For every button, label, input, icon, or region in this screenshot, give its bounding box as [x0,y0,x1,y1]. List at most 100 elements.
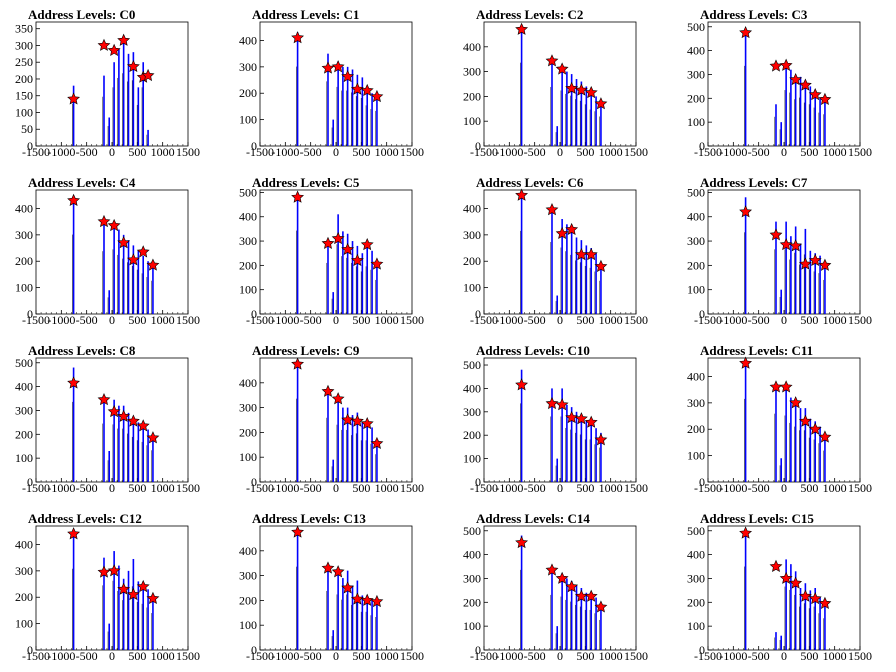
histogram-bar [570,229,573,314]
histogram-bar [785,66,787,146]
histogram-bar [122,405,125,482]
histogram-bar [780,289,783,314]
y-tick-label: 200 [239,258,257,272]
histogram-bar [127,412,130,482]
histogram-bar [799,588,802,650]
histogram-bar [152,597,154,650]
y-tick-label: 500 [463,358,481,372]
chart-panel: Address Levels: C12 0 100 200 300 400 -1500 -10… [0,504,224,672]
peak-marker [739,356,753,369]
x-tick-label: 1000 [375,145,399,159]
plot-frame [483,525,637,651]
histogram-bar [332,292,335,314]
y-tick-label: 100 [15,451,33,465]
chart-svg: Address Levels: C30100200300400500-1500-… [687,7,872,159]
histogram-bar [152,266,154,314]
x-tick-label: -1000 [47,313,75,327]
histogram-bar [551,61,553,146]
histogram-bar [794,402,797,482]
histogram-bar [122,42,125,146]
histogram-bar [366,422,369,482]
histogram-bar [744,31,747,147]
histogram-bar [327,390,329,482]
peak-marker [341,242,355,256]
x-tick-label: 1000 [599,313,623,327]
histogram-bar [561,388,563,482]
x-tick-label: -1500 [246,313,274,327]
peak-marker [818,596,832,609]
x-tick-label: 500 [800,649,818,663]
peak-marker [126,587,140,601]
histogram-bar [794,226,797,314]
y-tick-label: 300 [687,396,705,410]
histogram-bar [561,219,563,314]
peak-marker [321,61,335,74]
x-tick-label: -1000 [47,649,75,663]
y-tick-label: 100 [463,619,481,633]
peak-marker [126,253,140,266]
x-tick-label: -1500 [22,145,50,159]
peak-marker [117,582,131,595]
histogram-bar [600,103,602,146]
histogram-bar [103,75,105,146]
x-tick-label: 1000 [375,313,399,327]
x-tick-label: -1500 [22,649,50,663]
y-tick-label: 500 [687,185,705,199]
histogram-bar [814,421,817,482]
peak-marker [779,58,793,71]
y-tick-label: 500 [463,524,481,538]
y-tick-label: 300 [239,569,257,583]
peak-marker [350,414,364,427]
peak-marker [555,226,569,239]
histogram-bar [337,570,339,650]
y-tick-label: 300 [15,38,33,52]
histogram-bar [356,580,359,650]
x-tick-label: -500 [748,313,770,327]
y-tick-label: 300 [463,571,481,585]
x-tick-label: -1000 [719,481,747,495]
x-tick-label: -1500 [694,481,722,495]
y-tick-label: 200 [15,254,33,268]
histogram-bar [361,595,364,650]
y-tick-label: 100 [463,281,481,295]
histogram-bar [337,400,339,482]
histogram-bar [332,119,335,146]
histogram-bar [296,362,299,482]
histogram-bar [556,295,559,314]
peak-marker [107,218,121,232]
y-tick-label: 400 [463,381,481,395]
plot-frame [707,189,861,315]
histogram-bar [122,234,125,314]
histogram-bar [799,243,802,314]
y-tick-label: 200 [687,258,705,272]
peak-marker [818,430,832,443]
histogram-bar [575,237,578,314]
histogram-bar [775,104,777,146]
histogram-bar [108,451,111,482]
y-tick-label: 300 [687,571,705,585]
histogram-bar [113,221,115,314]
peak-marker [739,526,753,539]
histogram-bar [147,129,149,146]
histogram-bar [561,66,563,146]
x-tick-label: 1500 [400,145,424,159]
histogram-bar [595,253,597,314]
histogram-bar [790,397,792,482]
histogram-bar [342,231,344,314]
peak-marker [789,396,803,409]
peak-marker [341,69,355,83]
peak-marker [350,592,364,605]
x-tick-label: 1500 [848,313,872,327]
chart-svg: Address Levels: C11 0 100 200 300 400 -1500-10… [687,343,872,495]
x-tick-label: -1500 [470,313,498,327]
y-tick-label: 100 [239,113,257,127]
chart-svg: Address Levels: C6 0 100 200 300 400 -1500-100… [463,175,648,327]
x-tick-label: 500 [352,145,370,159]
y-tick-label: 400 [463,548,481,562]
histogram-bar [137,87,140,146]
y-tick-label: 200 [463,595,481,609]
x-tick-label: -1500 [470,649,498,663]
y-tick-label: 100 [15,105,33,119]
x-tick-label: -1000 [47,481,75,495]
y-tick-label: 300 [239,401,257,415]
